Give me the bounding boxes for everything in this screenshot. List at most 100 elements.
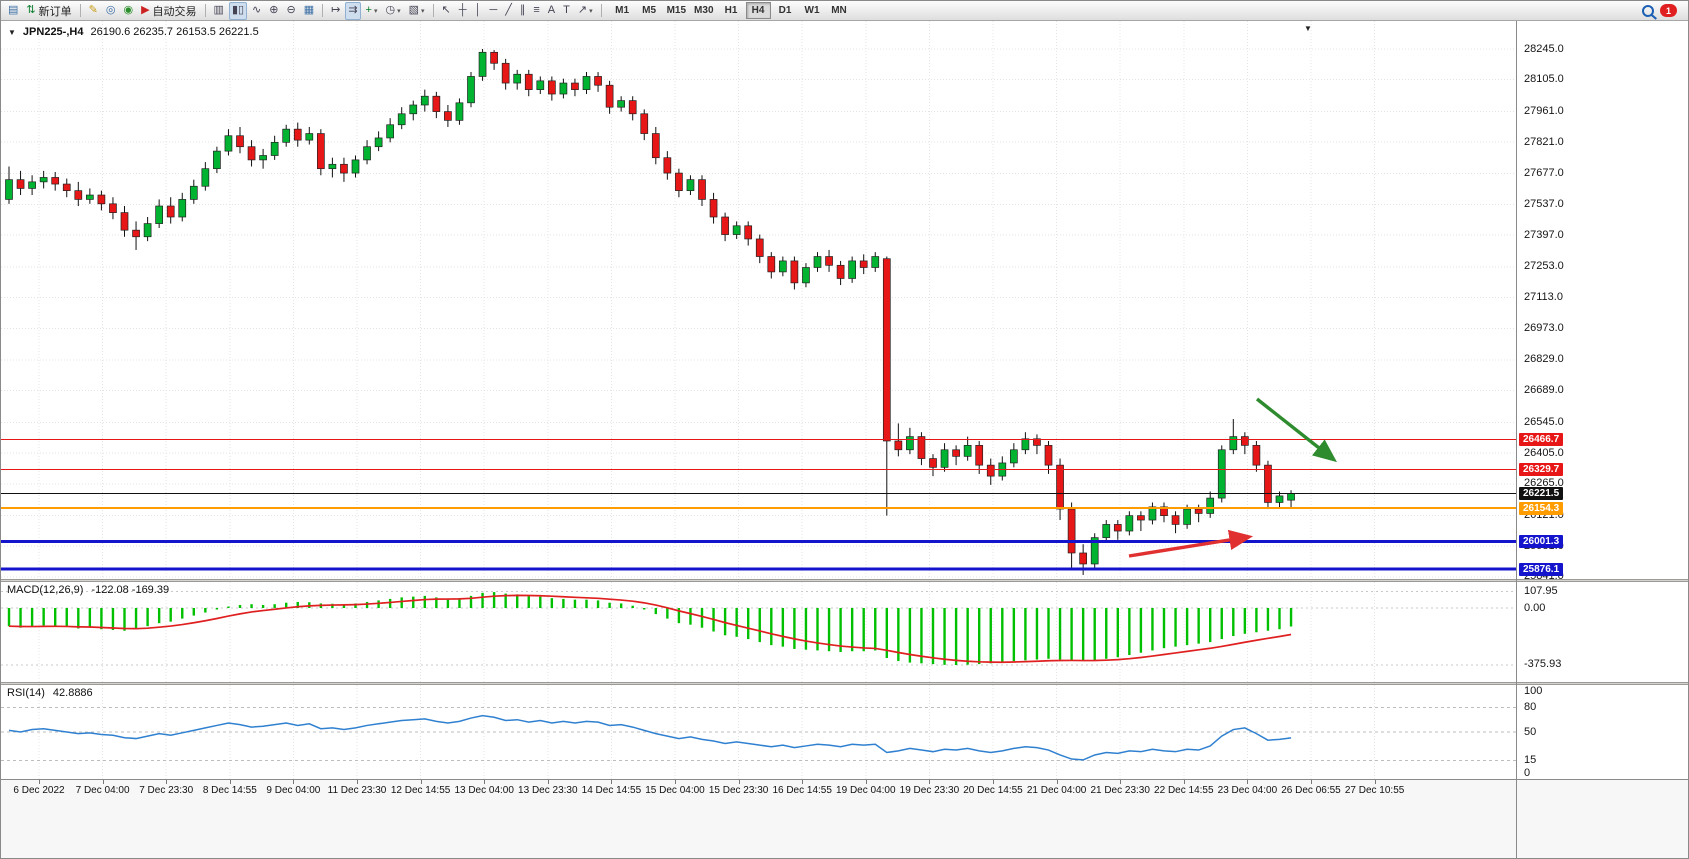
templates-dropdown-icon[interactable]: ▾ <box>421 7 425 15</box>
price-axis-label: 26545.0 <box>1524 415 1564 428</box>
pane-separator[interactable] <box>1 579 1688 582</box>
price-axis-label: 27253.0 <box>1524 260 1564 273</box>
trendline-icon[interactable]: ╱ <box>502 2 515 20</box>
timeframe-d1-button[interactable]: D1 <box>778 5 792 16</box>
rsi-pane[interactable] <box>1 685 1516 779</box>
time-axis-tick <box>1374 780 1376 784</box>
shift-end-icon: ↦ <box>331 4 341 16</box>
rsi-axis-label: 0 <box>1524 766 1531 779</box>
time-axis-label: 19 Dec 04:00 <box>836 785 896 796</box>
arrows-icon: ↗ <box>577 4 588 16</box>
periods-dropdown-icon[interactable]: ▾ <box>397 7 401 15</box>
tile-windows-icon[interactable]: ▦ <box>301 2 317 20</box>
periods-icon[interactable]: ◷ ▾ <box>383 2 404 20</box>
text-label-icon[interactable]: T <box>560 2 573 20</box>
time-axis-tick <box>1311 780 1312 784</box>
time-axis-label: 11 Dec 23:30 <box>327 785 387 796</box>
time-axis-tick <box>229 780 231 784</box>
price-axis-label: 26405.0 <box>1524 446 1564 459</box>
time-axis-label: 22 Dec 14:55 <box>1154 785 1214 796</box>
zoom-in-icon[interactable]: ⊕ <box>266 2 281 20</box>
rsi-title: RSI(14) <box>7 687 45 699</box>
strategy-tester-icon: ◎ <box>105 4 116 16</box>
toolbar-items: ▤ ⇅ 新订单 ✎ ◎ ◉ ▶ 自动交易 ▥ ▮▯ ∿ ⊕ ⊖ ▦ ↦ ⇉ + ▾ ◷ ▾ ▧ ▾ ↖ ┼ │ ─ ╱ ∥ ≡ A T ↗ ▾ M… <box>4 1 853 20</box>
time-axis[interactable]: 6 Dec 2022 7 Dec 04:00 7 Dec 23:30 8 Dec 14… <box>1 779 1688 858</box>
horizontal-line-icon[interactable]: ─ <box>486 2 500 20</box>
new-chart-icon[interactable]: ▤ <box>5 2 21 20</box>
shift-end-icon[interactable]: ↦ <box>328 2 343 20</box>
timeframe-m15-button[interactable]: M15 <box>666 5 687 16</box>
text-icon[interactable]: A <box>545 2 558 20</box>
timeframe-h1-button[interactable]: H1 <box>724 5 738 16</box>
time-axis-label: 8 Dec 14:55 <box>202 785 257 796</box>
bar-chart-icon[interactable]: ▥ <box>211 2 227 20</box>
strategy-tester-icon[interactable]: ◎ <box>103 2 119 20</box>
green-arrow[interactable] <box>1255 397 1338 463</box>
horizontal-line-icon: ─ <box>489 4 498 16</box>
fibonacci-icon[interactable]: ≡ <box>530 2 542 20</box>
new-order-label: 新订单 <box>38 5 72 18</box>
timeframe-m1-button[interactable]: M1 <box>615 5 630 16</box>
timeframe-m5-button[interactable]: M5 <box>642 5 657 16</box>
time-axis-label: 26 Dec 06:55 <box>1281 785 1341 796</box>
time-axis-label: 7 Dec 04:00 <box>75 785 130 796</box>
cursor-icon[interactable]: ↖ <box>439 2 454 20</box>
time-axis-label: 20 Dec 14:55 <box>963 785 1023 796</box>
rsi-axis-label: 15 <box>1524 754 1537 767</box>
search-icon[interactable] <box>1642 4 1654 17</box>
crosshair-icon[interactable]: ┼ <box>456 2 470 20</box>
time-axis-label: 13 Dec 23:30 <box>518 785 578 796</box>
vertical-line-icon: │ <box>474 4 482 16</box>
price-chart-canvas[interactable] <box>1 21 1516 579</box>
time-axis-tick <box>993 780 994 784</box>
price-axis-label: 26829.0 <box>1524 353 1564 366</box>
indicators-dropdown-icon[interactable]: ▾ <box>373 7 378 15</box>
price-axis-label: 26265.0 <box>1524 477 1564 490</box>
macd-pane[interactable] <box>1 582 1516 682</box>
time-axis-tick <box>738 780 740 784</box>
time-axis-tick <box>802 780 804 784</box>
notifications-badge[interactable]: 1 <box>1660 4 1677 17</box>
sound-icon[interactable]: ◉ <box>120 2 136 20</box>
timeframe-w1-button[interactable]: W1 <box>804 5 820 16</box>
time-axis-label: 16 Dec 14:55 <box>772 785 832 796</box>
timeframe-m30-button[interactable]: M30 <box>694 5 714 16</box>
arrows-dropdown-icon[interactable]: ▾ <box>589 7 593 15</box>
fibonacci-icon: ≡ <box>533 4 540 16</box>
time-axis-tick <box>1056 780 1058 784</box>
time-axis-tick <box>1120 780 1122 784</box>
toolbar-right: 1 <box>1642 4 1685 17</box>
new-order-button[interactable]: ⇅ 新订单 <box>23 2 74 20</box>
zoom-out-icon[interactable]: ⊖ <box>283 2 298 20</box>
autotrading-button[interactable]: ▶ 自动交易 <box>138 2 199 20</box>
cursor-icon: ↖ <box>441 4 451 16</box>
arrows-icon[interactable]: ↗ ▾ <box>575 2 596 20</box>
channel-icon[interactable]: ∥ <box>517 2 529 20</box>
rsi-label: RSI(14) 42.8886 <box>7 687 93 699</box>
rsi-value: 42.8886 <box>52 687 93 699</box>
metaeditor-icon[interactable]: ✎ <box>86 2 101 20</box>
chart-symbol-period: JPN225-,H4 <box>22 26 84 38</box>
red-arrow[interactable] <box>1128 529 1254 558</box>
timeframe-h4-button[interactable]: H4 <box>745 2 771 19</box>
price-axis[interactable]: 28245.0 28105.0 27961.0 27821.0 27677.0 27537… <box>1516 21 1688 858</box>
zoom-out-icon: ⊖ <box>286 4 296 16</box>
macd-title: MACD(12,26,9) <box>7 584 84 596</box>
indicators-icon[interactable]: + ▾ <box>363 2 381 20</box>
bar-chart-icon: ▥ <box>213 4 224 16</box>
text-label-icon: T <box>563 4 570 16</box>
time-axis-tick <box>611 780 613 784</box>
symbol-dropdown-icon[interactable]: ▼ <box>8 27 16 37</box>
candlestick-chart-icon[interactable]: ▮▯ <box>228 1 248 20</box>
price-tag: 26466.7 <box>1519 433 1564 446</box>
price-axis-label: 27677.0 <box>1524 167 1564 180</box>
vertical-line-icon[interactable]: │ <box>472 2 485 20</box>
rsi-axis-label: 50 <box>1524 725 1537 738</box>
time-axis-tick <box>166 780 168 784</box>
templates-icon[interactable]: ▧ ▾ <box>406 2 428 20</box>
auto-scroll-icon[interactable]: ⇉ <box>345 1 361 20</box>
line-chart-icon[interactable]: ∿ <box>249 2 264 20</box>
pane-separator[interactable] <box>1 682 1688 685</box>
time-axis-label: 19 Dec 23:30 <box>899 785 960 796</box>
timeframe-mn-button[interactable]: MN <box>831 5 847 16</box>
